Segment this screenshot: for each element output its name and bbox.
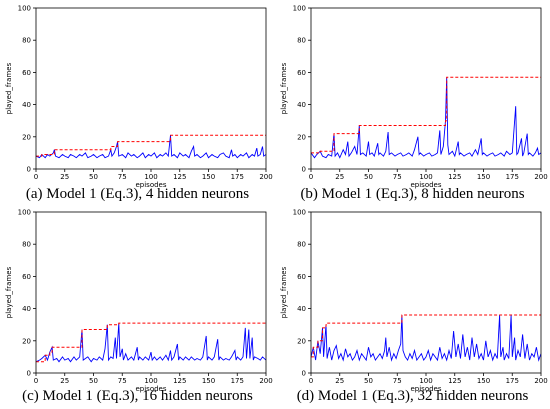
x-tick-label: 25 bbox=[335, 173, 344, 181]
plot-frame bbox=[310, 7, 542, 170]
x-tick-label: 75 bbox=[393, 377, 402, 385]
x-tick-label: 200 bbox=[534, 173, 547, 181]
played-frames-line bbox=[311, 77, 541, 159]
line-chart-d: 0 25 50 75 100 125 150 175 200020406080100episod… bbox=[280, 209, 548, 394]
y-tick-label: 60 bbox=[297, 273, 306, 281]
x-tick-label: 175 bbox=[231, 173, 244, 181]
x-tick-label: 75 bbox=[393, 173, 402, 181]
y-tick-label: 100 bbox=[18, 209, 31, 217]
chart-caption-b: (b) Model 1 (Eq.3), 8 hidden neurons bbox=[300, 186, 525, 202]
y-axis-label: played_frames bbox=[5, 62, 13, 114]
x-tick-label: 100 bbox=[144, 173, 157, 181]
x-tick-label: 175 bbox=[231, 377, 244, 385]
x-tick-label: 125 bbox=[173, 377, 186, 385]
y-tick-label: 100 bbox=[293, 5, 306, 13]
x-tick-label: 0 bbox=[309, 377, 313, 385]
x-axis-label: episodes bbox=[410, 385, 441, 393]
y-tick-label: 40 bbox=[297, 101, 306, 109]
x-tick-label: 150 bbox=[202, 173, 215, 181]
chart-caption-a: (a) Model 1 (Eq.3), 4 hidden neurons bbox=[25, 186, 250, 202]
y-tick-label: 20 bbox=[297, 337, 306, 345]
line-chart-a: 0 25 50 75 100 125 150 175 200020406080100episod… bbox=[5, 5, 273, 190]
x-tick-label: 0 bbox=[34, 377, 38, 385]
played-frames-line bbox=[36, 135, 266, 159]
chart-caption-c: (c) Model 1 (Eq.3), 16 hidden neurons bbox=[22, 388, 253, 404]
running-max-line bbox=[311, 76, 541, 154]
x-tick-label: 25 bbox=[60, 377, 69, 385]
y-tick-label: 20 bbox=[22, 133, 31, 141]
running-max-line bbox=[36, 322, 266, 363]
x-tick-label: 175 bbox=[506, 173, 519, 181]
x-tick-label: 200 bbox=[259, 173, 272, 181]
y-tick-label: 0 bbox=[27, 166, 31, 174]
y-axis-label: played_frames bbox=[5, 266, 13, 318]
y-tick-label: 40 bbox=[22, 305, 31, 313]
y-tick-label: 60 bbox=[22, 69, 31, 77]
x-tick-label: 100 bbox=[419, 173, 432, 181]
y-axis-label: played_frames bbox=[280, 266, 288, 318]
x-tick-label: 100 bbox=[419, 377, 432, 385]
x-axis-label: episodes bbox=[410, 181, 441, 189]
plot-frame bbox=[35, 7, 267, 170]
y-tick-label: 0 bbox=[27, 370, 31, 378]
line-chart-b: 0 25 50 75 100 125 150 175 200020406080100episod… bbox=[280, 5, 548, 190]
x-tick-label: 25 bbox=[335, 377, 344, 385]
y-tick-label: 60 bbox=[297, 69, 306, 77]
x-tick-label: 150 bbox=[477, 173, 490, 181]
x-axis-label: episodes bbox=[135, 385, 166, 393]
x-tick-label: 50 bbox=[89, 377, 98, 385]
y-tick-label: 20 bbox=[297, 133, 306, 141]
running-max-line bbox=[36, 134, 266, 157]
line-chart-c: 0 25 50 75 100 125 150 175 200020406080100episod… bbox=[5, 209, 273, 394]
x-tick-label: 125 bbox=[448, 377, 461, 385]
y-tick-label: 20 bbox=[22, 337, 31, 345]
y-tick-label: 0 bbox=[302, 166, 306, 174]
played-frames-line bbox=[311, 314, 541, 362]
x-tick-label: 75 bbox=[118, 377, 127, 385]
x-tick-label: 50 bbox=[364, 173, 373, 181]
x-tick-label: 125 bbox=[448, 173, 461, 181]
chart-panel-d: 0 25 50 75 100 125 150 175 200 0 20 40 60 80 100 episod… bbox=[275, 204, 550, 408]
running-max-line bbox=[311, 314, 541, 358]
y-tick-label: 40 bbox=[22, 101, 31, 109]
y-axis-label: played_frames bbox=[280, 62, 288, 114]
x-tick-label: 125 bbox=[173, 173, 186, 181]
y-tick-label: 0 bbox=[302, 370, 306, 378]
x-tick-label: 200 bbox=[259, 377, 272, 385]
x-tick-label: 0 bbox=[34, 173, 38, 181]
y-tick-label: 80 bbox=[22, 37, 31, 45]
x-tick-label: 50 bbox=[364, 377, 373, 385]
x-tick-label: 150 bbox=[477, 377, 490, 385]
x-tick-label: 175 bbox=[506, 377, 519, 385]
x-tick-label: 100 bbox=[144, 377, 157, 385]
played-frames-line bbox=[36, 323, 266, 363]
y-tick-label: 80 bbox=[297, 241, 306, 249]
chart-panel-c: 0 25 50 75 100 125 150 175 200 0 20 40 60 80 100 episod… bbox=[0, 204, 275, 408]
chart-panel-a: 0 25 50 75 100 125 150 175 200 0 20 40 60 80 100 episod… bbox=[0, 0, 275, 204]
x-tick-label: 0 bbox=[309, 173, 313, 181]
x-tick-label: 75 bbox=[118, 173, 127, 181]
x-axis-label: episodes bbox=[135, 181, 166, 189]
y-tick-label: 80 bbox=[22, 241, 31, 249]
chart-caption-d: (d) Model 1 (Eq.3), 32 hidden neurons bbox=[296, 388, 529, 404]
y-tick-label: 100 bbox=[293, 209, 306, 217]
y-tick-label: 80 bbox=[297, 37, 306, 45]
y-tick-label: 60 bbox=[22, 273, 31, 281]
x-tick-label: 150 bbox=[202, 377, 215, 385]
y-tick-label: 40 bbox=[297, 305, 306, 313]
x-tick-label: 50 bbox=[89, 173, 98, 181]
x-tick-label: 25 bbox=[60, 173, 69, 181]
chart-panel-b: 0 25 50 75 100 125 150 175 200 0 20 40 60 80 100 episod… bbox=[275, 0, 550, 204]
y-tick-label: 100 bbox=[18, 5, 31, 13]
x-tick-label: 200 bbox=[534, 377, 547, 385]
plot-frame bbox=[35, 211, 267, 374]
